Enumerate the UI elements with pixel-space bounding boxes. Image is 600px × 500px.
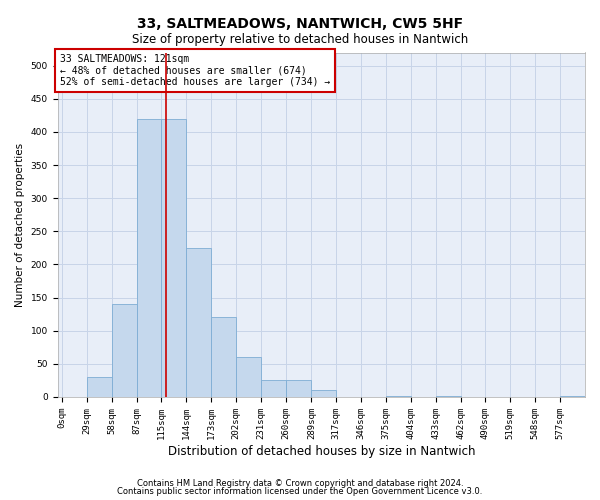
Y-axis label: Number of detached properties: Number of detached properties [15, 142, 25, 307]
Bar [161, 118, 186, 397]
Text: 33 SALTMEADOWS: 121sqm
← 48% of detached houses are smaller (674)
52% of semi-de: 33 SALTMEADOWS: 121sqm ← 48% of detached… [60, 54, 331, 88]
Text: Size of property relative to detached houses in Nantwich: Size of property relative to detached ho… [132, 32, 468, 46]
Text: 33, SALTMEADOWS, NANTWICH, CW5 5HF: 33, SALTMEADOWS, NANTWICH, CW5 5HF [137, 18, 463, 32]
Bar [87, 377, 112, 397]
Bar [112, 304, 137, 397]
Bar [286, 380, 311, 397]
Bar [386, 396, 410, 397]
Text: Contains HM Land Registry data © Crown copyright and database right 2024.: Contains HM Land Registry data © Crown c… [137, 478, 463, 488]
Bar [560, 396, 585, 397]
Text: Contains public sector information licensed under the Open Government Licence v3: Contains public sector information licen… [118, 487, 482, 496]
Bar [261, 380, 286, 397]
X-axis label: Distribution of detached houses by size in Nantwich: Distribution of detached houses by size … [167, 444, 475, 458]
Bar [311, 390, 335, 397]
Bar [137, 118, 161, 397]
Bar [436, 396, 461, 397]
Bar [236, 357, 261, 397]
Bar [186, 248, 211, 397]
Bar [211, 318, 236, 397]
